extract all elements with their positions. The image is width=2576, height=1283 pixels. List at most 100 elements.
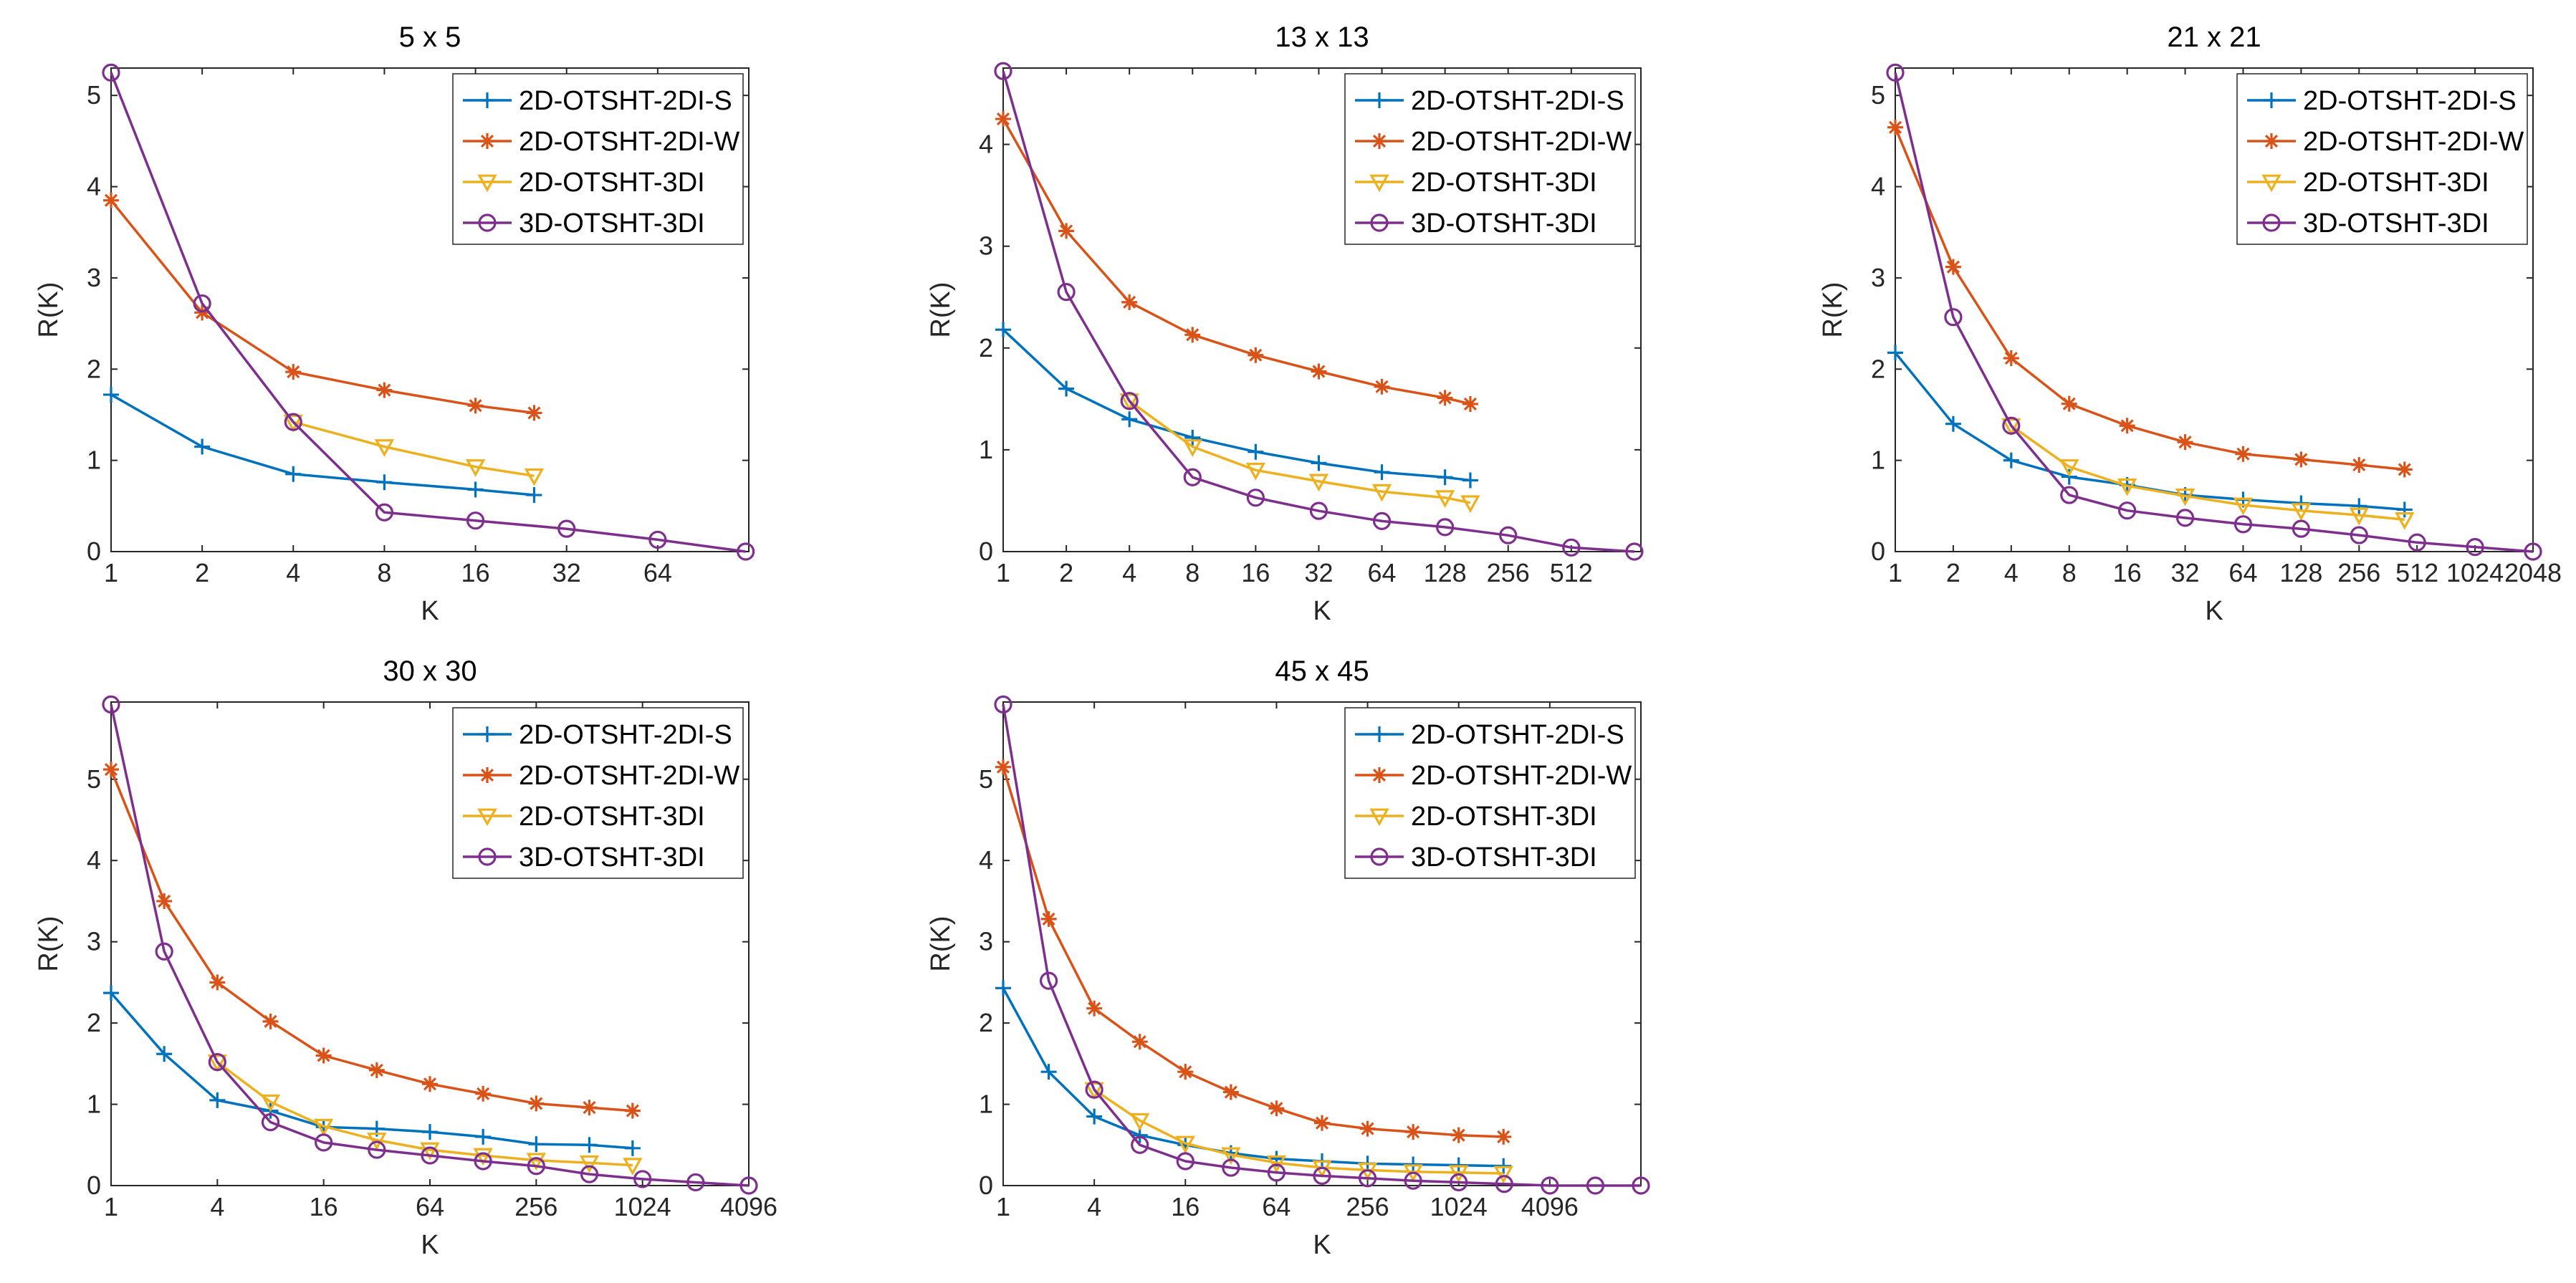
y-tick-label: 2 bbox=[87, 1008, 101, 1037]
data-point bbox=[528, 1136, 545, 1153]
data-point bbox=[1245, 462, 1266, 481]
legend-entry: 2D-OTSHT-3DI bbox=[2303, 168, 2489, 198]
y-tick-label: 5 bbox=[87, 764, 101, 794]
data-point bbox=[313, 1118, 334, 1137]
series-3d-otsht-3di bbox=[994, 62, 1644, 561]
x-tick-label: 256 bbox=[514, 1192, 557, 1221]
data-point bbox=[1057, 283, 1076, 302]
legend-marker bbox=[2264, 92, 2279, 108]
data-point bbox=[1246, 489, 1265, 507]
legend-entry: 2D-OTSHT-2DI-W bbox=[519, 127, 739, 157]
data-point bbox=[623, 1158, 643, 1176]
data-point bbox=[2060, 486, 2079, 504]
x-tick-label: 4096 bbox=[1521, 1192, 1579, 1221]
data-point bbox=[315, 1047, 332, 1064]
legend-entry: 2D-OTSHT-3DI bbox=[1411, 802, 1597, 832]
data-point bbox=[2408, 533, 2426, 552]
data-point bbox=[581, 1137, 598, 1153]
data-point bbox=[1040, 910, 1057, 927]
data-point bbox=[1311, 363, 1327, 380]
data-point bbox=[376, 474, 393, 491]
data-point bbox=[1222, 1158, 1240, 1177]
x-tick-label: 64 bbox=[1262, 1192, 1291, 1221]
data-point bbox=[1499, 526, 1518, 544]
data-point bbox=[524, 468, 545, 486]
data-point bbox=[648, 530, 667, 549]
data-point bbox=[102, 63, 120, 82]
data-point bbox=[2466, 538, 2484, 557]
series-line bbox=[1093, 1088, 1504, 1175]
data-point bbox=[1040, 1064, 1057, 1080]
series-2d-otsht-2di-s bbox=[103, 386, 542, 504]
series-2d-otsht-2di-w bbox=[995, 111, 1478, 412]
x-tick-label: 1024 bbox=[1430, 1192, 1488, 1221]
x-tick-label: 64 bbox=[1368, 558, 1397, 587]
y-tick-label: 3 bbox=[87, 263, 101, 292]
series-2d-otsht-3di bbox=[283, 414, 545, 486]
data-point bbox=[1129, 1113, 1150, 1131]
data-point bbox=[1175, 1135, 1196, 1154]
legend-entry: 3D-OTSHT-3DI bbox=[519, 208, 705, 239]
data-point bbox=[526, 1153, 547, 1171]
data-point bbox=[1248, 443, 1264, 460]
data-point bbox=[283, 414, 304, 433]
data-point bbox=[1436, 518, 1455, 537]
data-point bbox=[285, 466, 302, 482]
x-tick-label: 1 bbox=[104, 1192, 118, 1221]
data-point bbox=[465, 459, 486, 477]
legend-entry: 3D-OTSHT-3DI bbox=[1411, 842, 1597, 873]
series-2d-otsht-2di-w bbox=[1887, 119, 2413, 478]
y-tick-label: 4 bbox=[1871, 172, 1885, 201]
data-point bbox=[466, 511, 485, 530]
data-point bbox=[1886, 63, 1905, 82]
data-point bbox=[1632, 1176, 1650, 1195]
legend-marker bbox=[479, 92, 495, 108]
x-tick-label: 16 bbox=[461, 558, 490, 587]
legend-marker bbox=[1370, 213, 1389, 232]
data-point bbox=[156, 1046, 173, 1062]
data-point bbox=[686, 1173, 705, 1192]
legend-box bbox=[1344, 73, 1636, 245]
data-point bbox=[624, 1140, 641, 1156]
data-point bbox=[1311, 455, 1327, 471]
data-point bbox=[262, 1013, 279, 1029]
data-point bbox=[208, 1052, 226, 1072]
series-2d-otsht-2di-w bbox=[103, 192, 542, 421]
legend-marker bbox=[1371, 133, 1387, 149]
data-point bbox=[1176, 1152, 1194, 1171]
y-axis-label: R(K) bbox=[926, 282, 956, 337]
data-point bbox=[2351, 498, 2367, 514]
y-axis-label: R(K) bbox=[1818, 282, 1848, 337]
legend-marker bbox=[479, 133, 495, 149]
data-point bbox=[1374, 464, 1390, 481]
data-point bbox=[2351, 457, 2367, 474]
data-point bbox=[1039, 971, 1058, 990]
data-point bbox=[1058, 223, 1075, 239]
data-point bbox=[367, 1133, 387, 1150]
data-point bbox=[422, 1076, 438, 1092]
data-point bbox=[1448, 1165, 1469, 1183]
data-point bbox=[156, 893, 173, 909]
y-tick-label: 2 bbox=[87, 354, 101, 383]
data-point bbox=[2117, 478, 2137, 496]
x-tick-label: 128 bbox=[1424, 558, 1467, 587]
series-line bbox=[1129, 400, 1471, 504]
x-tick-label: 4 bbox=[210, 1192, 224, 1221]
data-point bbox=[194, 304, 211, 321]
y-tick-label: 3 bbox=[979, 927, 993, 956]
data-point bbox=[261, 1113, 280, 1132]
data-point bbox=[2349, 507, 2369, 526]
x-tick-label: 2 bbox=[1946, 558, 1960, 587]
data-point bbox=[1493, 1166, 1513, 1184]
x-tick-label: 32 bbox=[1304, 558, 1333, 587]
data-point bbox=[2177, 434, 2193, 451]
x-tick-label: 64 bbox=[643, 558, 672, 587]
x-tick-label: 2 bbox=[195, 558, 209, 587]
data-point bbox=[422, 1124, 438, 1140]
x-tick-label: 1 bbox=[996, 558, 1010, 587]
legend-marker bbox=[1371, 726, 1387, 742]
legend-entry: 2D-OTSHT-2DI-W bbox=[1411, 127, 1632, 157]
data-point bbox=[193, 294, 211, 313]
